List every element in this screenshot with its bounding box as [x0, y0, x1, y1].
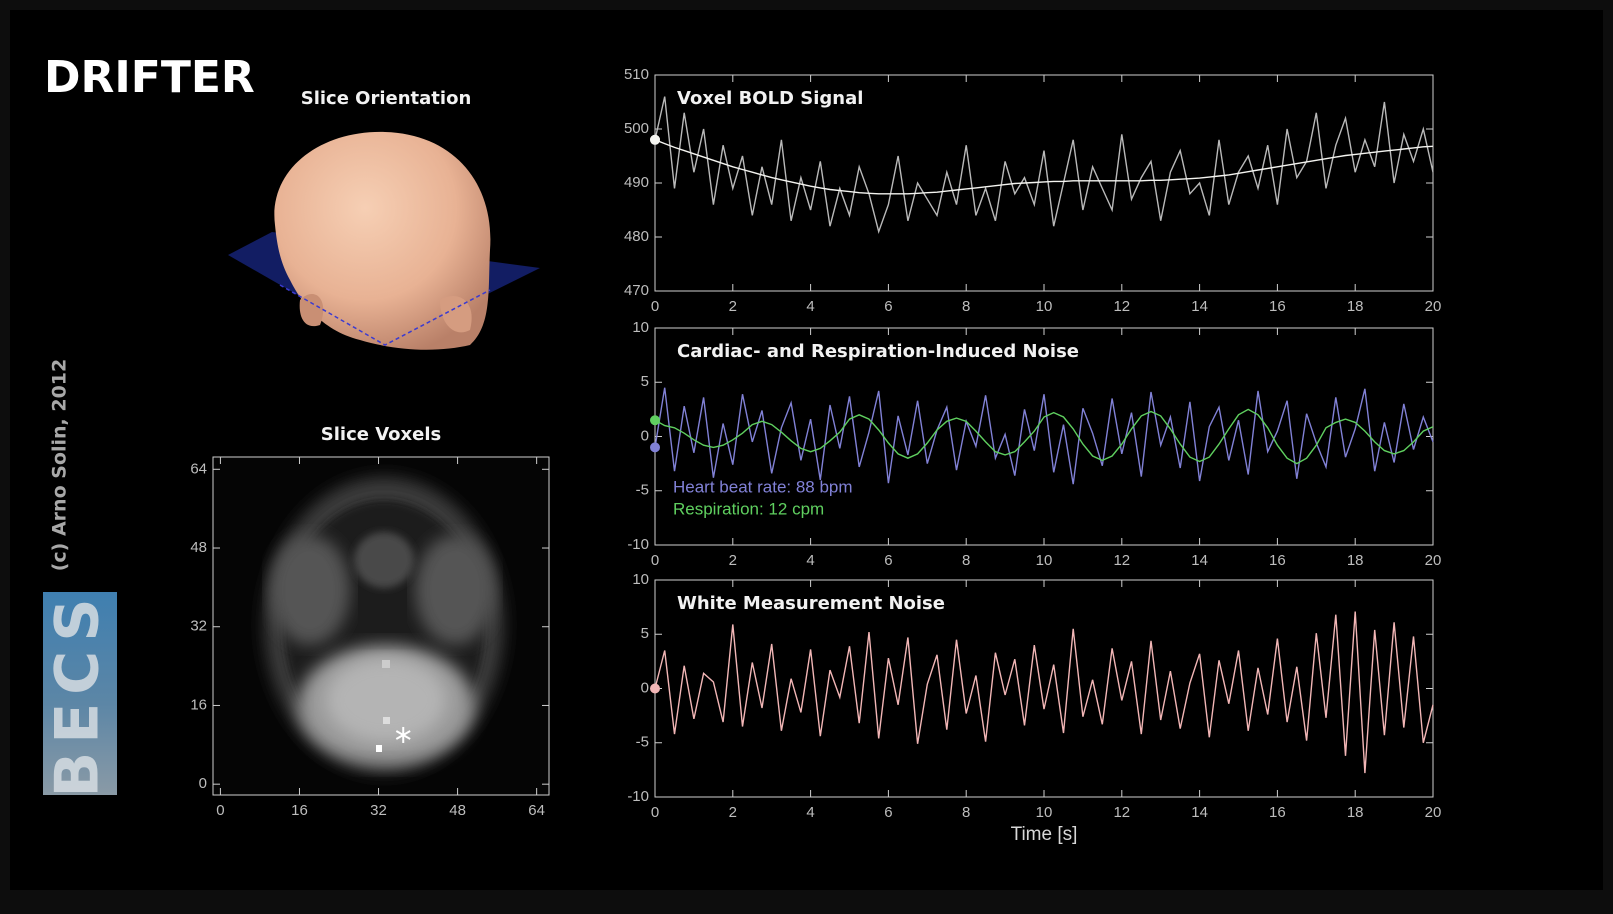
panel-title: Slice Orientation: [301, 88, 472, 109]
x-tick-label: 2: [729, 552, 737, 569]
x-tick-label: 48: [449, 802, 466, 819]
start-dot: [650, 415, 660, 425]
y-tick-label: 48: [190, 539, 207, 556]
x-tick-label: 18: [1347, 804, 1364, 821]
start-dot: [650, 135, 660, 145]
y-tick-label: 470: [624, 282, 649, 299]
y-tick-label: 16: [190, 696, 207, 713]
x-tick-label: 4: [806, 804, 814, 821]
x-tick-label: 0: [651, 552, 659, 569]
page: { "header": {"title": "DRIFTER"}, "credi…: [0, 0, 1613, 914]
x-tick-label: 8: [962, 552, 970, 569]
panel-title: White Measurement Noise: [677, 593, 945, 614]
y-tick-label: 5: [641, 373, 649, 390]
x-tick-label: 18: [1347, 298, 1364, 315]
y-tick-label: 0: [641, 427, 649, 444]
x-tick-label: 6: [884, 298, 892, 315]
y-tick-label: -10: [627, 536, 649, 553]
x-tick-label: 0: [216, 802, 224, 819]
y-tick-label: 510: [624, 66, 649, 83]
x-tick-label: 12: [1113, 804, 1130, 821]
x-tick-label: 20: [1425, 552, 1442, 569]
x-tick-label: 8: [962, 298, 970, 315]
x-tick-label: 16: [291, 802, 308, 819]
x-tick-label: 8: [962, 804, 970, 821]
logo: BECS: [43, 590, 113, 797]
x-tick-label: 20: [1425, 804, 1442, 821]
x-tick-label: 12: [1113, 298, 1130, 315]
y-tick-label: 10: [632, 571, 649, 588]
x-tick-label: 16: [1269, 552, 1286, 569]
credit: (c) Arno Solin, 2012: [49, 359, 71, 572]
x-tick-label: 0: [651, 804, 659, 821]
x-tick-label: 0: [651, 298, 659, 315]
y-tick-label: 64: [190, 460, 207, 477]
y-tick-label: 0: [199, 775, 207, 792]
x-tick-label: 14: [1191, 298, 1208, 315]
y-tick-label: 0: [641, 679, 649, 696]
x-tick-label: 16: [1269, 298, 1286, 315]
x-tick-label: 12: [1113, 552, 1130, 569]
y-tick-label: 5: [641, 625, 649, 642]
panel-title: Slice Voxels: [321, 424, 441, 445]
x-tick-label: 64: [528, 802, 545, 819]
x-tick-label: 14: [1191, 804, 1208, 821]
screen: DRIFTER Slice Orientation (c) Arno Solin…: [0, 0, 1613, 914]
slice-image: [213, 457, 549, 795]
x-tick-label: 6: [884, 804, 892, 821]
y-tick-label: 490: [624, 174, 649, 191]
y-tick-label: -5: [636, 734, 649, 751]
x-tick-label: 10: [1036, 552, 1053, 569]
x-axis-label: Time [s]: [1011, 824, 1078, 845]
app-title: DRIFTER: [44, 52, 255, 103]
y-tick-label: 10: [632, 319, 649, 336]
start-dot: [650, 442, 660, 452]
x-tick-label: 6: [884, 552, 892, 569]
panel-title: Cardiac- and Respiration-Induced Noise: [677, 341, 1079, 362]
y-tick-label: -10: [627, 788, 649, 805]
panel-title: Voxel BOLD Signal: [677, 88, 863, 109]
legend-label: Respiration: 12 cpm: [673, 499, 824, 518]
x-tick-label: 4: [806, 552, 814, 569]
x-tick-label: 10: [1036, 298, 1053, 315]
x-tick-label: 32: [370, 802, 387, 819]
x-tick-label: 20: [1425, 298, 1442, 315]
y-tick-label: 32: [190, 618, 207, 635]
x-tick-label: 2: [729, 298, 737, 315]
y-tick-label: -5: [636, 482, 649, 499]
x-tick-label: 16: [1269, 804, 1286, 821]
y-tick-label: 480: [624, 228, 649, 245]
x-tick-label: 2: [729, 804, 737, 821]
x-tick-label: 10: [1036, 804, 1053, 821]
x-tick-label: 14: [1191, 552, 1208, 569]
legend-label: Heart beat rate: 88 bpm: [673, 477, 853, 496]
start-dot: [650, 684, 660, 694]
x-tick-label: 18: [1347, 552, 1364, 569]
y-tick-label: 500: [624, 120, 649, 137]
x-tick-label: 4: [806, 298, 814, 315]
